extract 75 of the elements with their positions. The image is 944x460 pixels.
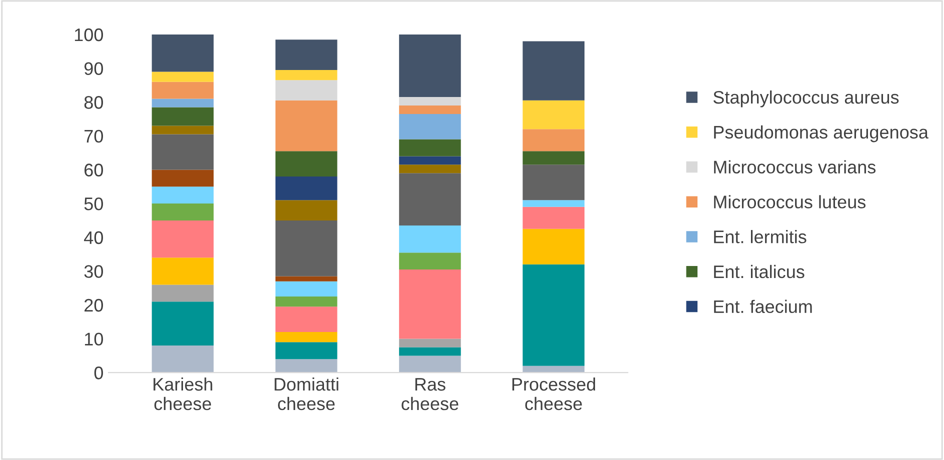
bar (275, 70, 338, 80)
bar (152, 98, 214, 108)
bar (522, 200, 584, 207)
bar (275, 332, 338, 342)
bar (399, 226, 461, 253)
bar (399, 356, 461, 373)
bar (275, 200, 338, 220)
bar (152, 72, 214, 82)
y-tick-label: 60 (84, 164, 103, 176)
bar (275, 80, 338, 100)
bar (399, 347, 461, 356)
bar (399, 173, 461, 226)
bar (399, 34, 461, 98)
bar (275, 100, 338, 152)
bar (275, 151, 338, 176)
bar (152, 107, 214, 126)
bar (152, 134, 214, 170)
legend-label: Ent. lermitis (714, 230, 806, 244)
y-tick-label: 20 (84, 298, 103, 312)
x-tick-label: Kariesh cheese (154, 377, 212, 410)
bar (399, 106, 461, 114)
bar (275, 176, 338, 200)
bar (152, 204, 214, 220)
x-tick-label: Processed cheese (512, 377, 596, 410)
y-tick-label: 30 (84, 265, 103, 278)
bar (275, 342, 338, 360)
bar (152, 220, 214, 258)
bar (522, 129, 584, 152)
legend-label: Ent. faecium (714, 300, 812, 314)
bar (399, 139, 461, 156)
bar (399, 338, 461, 348)
bar (399, 269, 461, 339)
bar (399, 164, 461, 174)
bar (399, 97, 461, 106)
y-tick-label: 40 (84, 231, 103, 244)
y-tick-label: 0 (94, 366, 103, 380)
y-tick-label: 50 (84, 197, 103, 210)
bar (522, 228, 584, 264)
bar (152, 34, 214, 72)
bar (275, 281, 338, 297)
legend-label: Micrococcus varians (714, 160, 876, 174)
bar (522, 206, 584, 229)
bar (275, 296, 338, 307)
bar (152, 170, 214, 187)
bar (522, 164, 584, 200)
bar (275, 220, 338, 276)
bar (275, 276, 338, 282)
bar (152, 302, 214, 346)
bar (152, 126, 214, 134)
legend-label: Ent. italicus (714, 264, 804, 278)
x-tick-label: Domiatti cheese (274, 377, 338, 410)
y-tick-label: 80 (84, 96, 103, 109)
bar (399, 156, 461, 165)
y-tick-label: 70 (84, 130, 103, 143)
bar (522, 100, 584, 130)
legend-label: Pseudomonas aerugenosa (714, 125, 928, 142)
bar (399, 114, 461, 140)
y-tick-label: 90 (84, 62, 103, 76)
bar (152, 258, 214, 285)
bar (152, 186, 214, 204)
bar (275, 40, 338, 70)
bar (522, 41, 584, 100)
y-tick-label: 100 (74, 28, 103, 42)
bar (522, 151, 584, 165)
bar (275, 359, 338, 373)
bar (399, 252, 461, 270)
bar (522, 264, 584, 366)
bar (152, 284, 214, 302)
bar (275, 306, 338, 332)
legend-label: Micrococcus luteus (714, 195, 866, 208)
x-tick-label: Ras cheese (402, 378, 458, 410)
y-tick-label: 10 (84, 332, 103, 346)
bar (152, 346, 214, 373)
bar (152, 82, 214, 99)
legend-label: Staphylococcus aureus (713, 90, 899, 108)
